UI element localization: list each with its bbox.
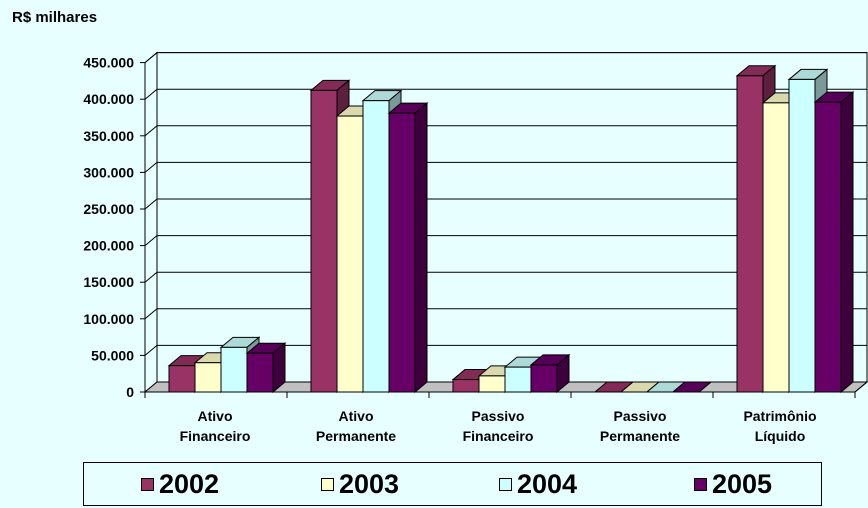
gridline-side xyxy=(144,52,158,63)
category-label-line: Patrimônio xyxy=(743,408,817,424)
category-label-line: Permanente xyxy=(599,428,681,444)
bar-front xyxy=(336,115,364,393)
bar-front xyxy=(168,365,196,393)
y-tick-label: 250.000 xyxy=(83,201,134,217)
legend-item-2003: 2003 xyxy=(321,463,399,505)
category-label: Patrimônio Líquido xyxy=(710,406,850,446)
legend-label: 2003 xyxy=(339,468,400,499)
category-label-line: Financeiro xyxy=(179,428,251,444)
legend-label: 2004 xyxy=(517,468,578,499)
bar-front xyxy=(388,112,416,393)
y-tick-label: 0 xyxy=(126,384,134,400)
category-label-line: Passivo xyxy=(471,408,525,424)
category-label: Ativo Financeiro xyxy=(145,406,285,446)
y-tick-label: 200.000 xyxy=(83,238,134,254)
category-label-line: Ativo xyxy=(197,408,233,424)
bar-front xyxy=(452,379,480,393)
category-label: Passivo Financeiro xyxy=(428,406,568,446)
bar-front xyxy=(788,78,816,393)
bar-front xyxy=(478,375,506,393)
gridline-side xyxy=(144,308,158,320)
y-tick-label: 300.000 xyxy=(83,164,134,180)
category-label-line: Financeiro xyxy=(462,428,534,444)
bar-front xyxy=(504,366,532,393)
bar xyxy=(813,91,855,394)
unit-label: R$ milhares xyxy=(12,9,98,26)
category-label-line: Líquido xyxy=(754,428,806,444)
gridline-side xyxy=(144,235,158,246)
bar-front xyxy=(194,362,222,393)
bar-side xyxy=(414,102,428,394)
gridline-side xyxy=(144,198,158,210)
bar-side xyxy=(840,91,854,394)
y-tick-label: 350.000 xyxy=(83,128,134,144)
gridline-side xyxy=(144,125,158,137)
legend-swatch xyxy=(141,477,154,491)
bar-front xyxy=(814,101,842,393)
bar-front xyxy=(362,100,390,393)
category-label: Ativo Permanente xyxy=(286,406,426,446)
category-label-line: Ativo xyxy=(338,408,374,424)
legend-item-2004: 2004 xyxy=(499,463,577,505)
category-label-line: Passivo xyxy=(613,408,667,424)
y-tick-label: 100.000 xyxy=(83,311,134,327)
bar-side xyxy=(698,381,712,393)
gridline-side xyxy=(144,345,158,356)
bar-front xyxy=(310,89,338,393)
bar xyxy=(387,102,429,394)
category-label-line: Permanente xyxy=(315,428,397,444)
gridline-side xyxy=(144,271,158,283)
y-tick-label: 450.000 xyxy=(83,55,134,71)
legend-swatch xyxy=(499,477,512,491)
bar xyxy=(245,342,287,394)
y-tick-label: 400.000 xyxy=(83,91,134,107)
bar-front xyxy=(220,346,248,393)
legend-swatch xyxy=(321,477,334,491)
legend-label: 2005 xyxy=(712,468,773,499)
bar xyxy=(529,353,571,394)
y-tick-label: 150.000 xyxy=(83,274,134,290)
legend-label: 2002 xyxy=(159,468,220,499)
x-axis-end xyxy=(854,381,868,393)
legend-swatch xyxy=(694,477,707,491)
bar-front xyxy=(530,364,558,393)
gridline-side xyxy=(144,88,158,100)
gridline-side xyxy=(144,162,158,173)
y-tick-label: 50.000 xyxy=(91,347,134,363)
plot-side-wall xyxy=(144,51,158,394)
legend-item-2005: 2005 xyxy=(694,463,772,505)
legend: 2002 2003 2004 2005 xyxy=(83,462,822,506)
bar-front xyxy=(246,352,274,393)
bar-front xyxy=(736,75,764,393)
bar-front xyxy=(762,102,790,393)
category-label: Passivo Permanente xyxy=(570,406,710,446)
legend-item-2002: 2002 xyxy=(141,463,219,505)
